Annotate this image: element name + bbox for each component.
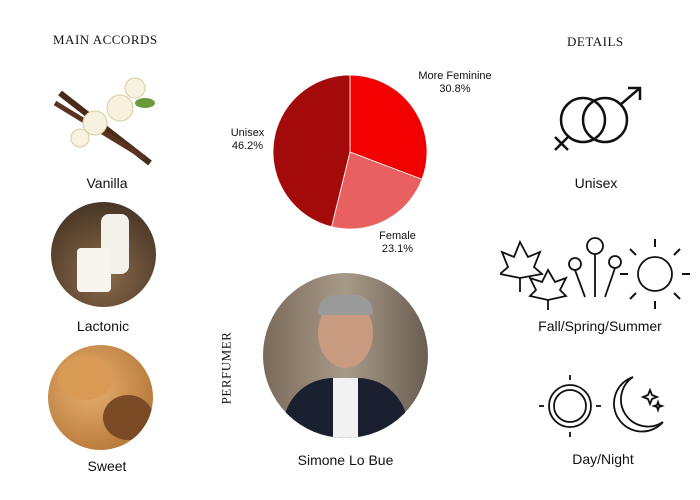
- accord-label: Sweet: [87, 458, 127, 474]
- pie-slice-more-feminine: [349, 74, 428, 180]
- sun-icon: [620, 239, 690, 309]
- moon-stars-icon: [613, 376, 665, 433]
- time-label: Day/Night: [572, 451, 634, 467]
- maple-leaf-icon: [500, 239, 568, 310]
- perfumer-photo: [263, 273, 428, 438]
- season-label: Fall/Spring/Summer: [538, 318, 662, 334]
- pie-slice-unisex: [272, 74, 351, 228]
- perfumer-heading: PERFUMER: [218, 331, 234, 405]
- vanilla-image: [50, 68, 160, 168]
- pie-label-more-feminine: More Feminine 30.8%: [418, 70, 492, 95]
- pie-slice-female: [331, 151, 423, 230]
- sun-icon: [539, 375, 601, 437]
- flower-icon: [568, 237, 622, 298]
- sweet-image: [48, 345, 153, 450]
- lactonic-image: [51, 202, 156, 307]
- details-heading: DETAILS: [567, 34, 624, 49]
- pie-label-female: Female 23.1%: [379, 230, 416, 255]
- pie-label-unisex: Unisex 46.2%: [230, 127, 265, 152]
- accord-label: Lactonic: [76, 318, 130, 334]
- accord-label: Vanilla: [86, 175, 128, 191]
- gender-pie-chart: [272, 74, 428, 230]
- main-accords-heading: MAIN ACCORDS: [53, 32, 158, 47]
- gender-label: Unisex: [574, 175, 618, 191]
- gender-symbols-icon: [554, 86, 642, 151]
- perfumer-name: Simone Lo Bue: [297, 452, 394, 468]
